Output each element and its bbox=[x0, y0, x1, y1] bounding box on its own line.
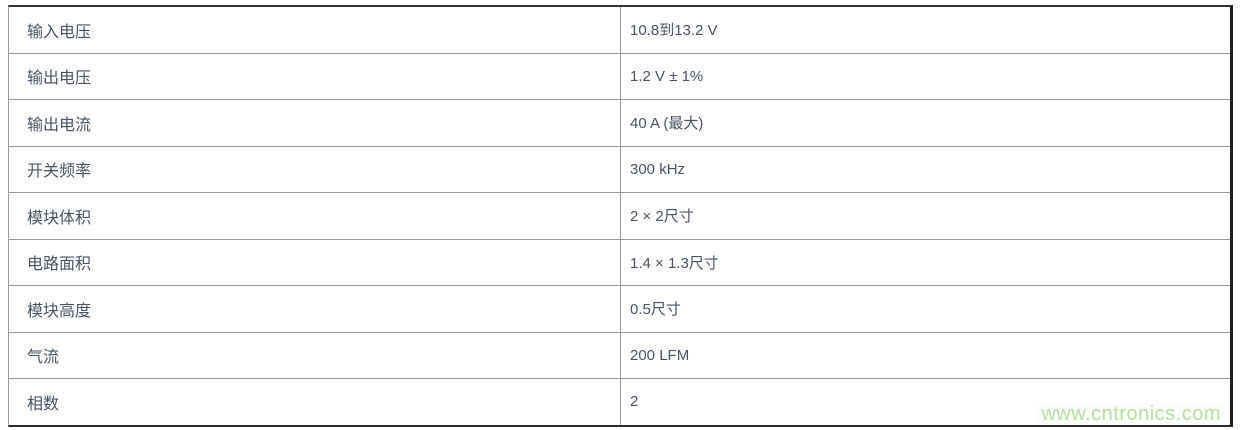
table-row: 开关频率 300 kHz bbox=[9, 145, 1230, 192]
spec-value: 2 bbox=[630, 393, 639, 411]
table-row: 输出电压 1.2 V ± 1% bbox=[9, 52, 1230, 99]
spec-value: 1.4 × 1.3尺寸 bbox=[630, 254, 719, 272]
spec-value: 300 kHz bbox=[630, 160, 686, 178]
spec-table: 输入电压 10.8到13.2 V 输出电压 1.2 V ± 1% 输出电流 40… bbox=[8, 5, 1233, 427]
watermark-cntronics: www.cntronics.com bbox=[1038, 403, 1224, 425]
spec-label: 输入电压 bbox=[9, 7, 621, 53]
spec-label: 输出电流 bbox=[9, 100, 621, 146]
spec-label: 输出电压 bbox=[9, 53, 621, 99]
table-row: 电路面积 1.4 × 1.3尺寸 bbox=[9, 238, 1230, 285]
spec-label: 电路面积 bbox=[9, 239, 621, 285]
spec-label: 模块高度 bbox=[9, 286, 621, 332]
spec-label: 开关频率 bbox=[9, 146, 621, 192]
table-row: 输出电流 40 A (最大) bbox=[9, 99, 1230, 146]
spec-value: 2 × 2尺寸 bbox=[630, 208, 694, 226]
spec-value: 0.5尺寸 bbox=[630, 301, 681, 319]
table-row: 模块高度 0.5尺寸 bbox=[9, 285, 1230, 332]
table-row: 模块体积 2 × 2尺寸 bbox=[9, 192, 1230, 239]
spec-value: 40 A (最大) bbox=[630, 115, 704, 133]
spec-value: 200 LFM bbox=[630, 346, 690, 364]
spec-label: 模块体积 bbox=[9, 193, 621, 239]
spec-value: 1.2 V ± 1% bbox=[630, 67, 704, 85]
table-row: 气流 200 LFM bbox=[9, 331, 1230, 378]
table-row: 输入电压 10.8到13.2 V bbox=[9, 7, 1230, 53]
spec-label: 气流 bbox=[9, 332, 621, 378]
spec-label: 相数 bbox=[9, 379, 621, 425]
table-row: 相数 2 bbox=[9, 378, 1230, 425]
spec-value: 10.8到13.2 V bbox=[630, 22, 718, 40]
